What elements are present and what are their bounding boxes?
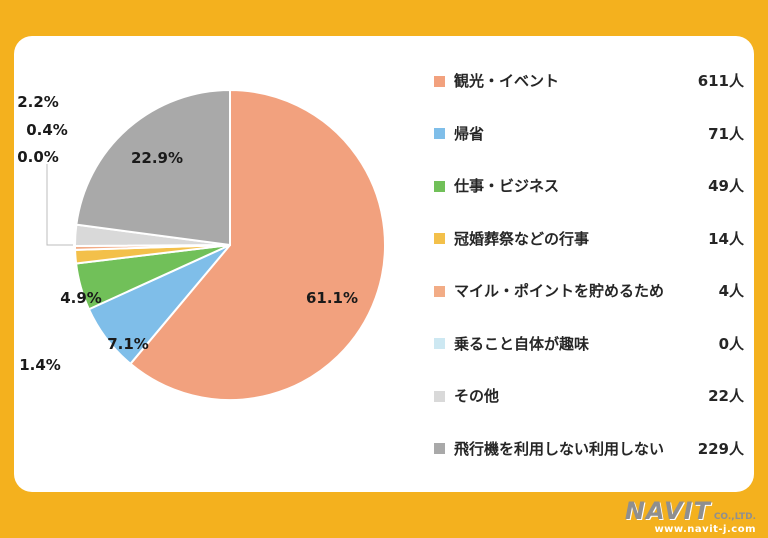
legend-label: 飛行機を利用しない利用しない xyxy=(454,439,665,458)
brand-line: NAVIT CO.,LTD. xyxy=(625,499,756,524)
legend-item-1: 帰省 71人 xyxy=(434,125,744,143)
percent-label-1: 7.1% xyxy=(107,335,149,353)
percent-label-6: 2.2% xyxy=(17,93,59,111)
legend-label: 冠婚葬祭などの行事 xyxy=(454,229,590,248)
navit-logo: NAVIT CO.,LTD. www.navit-j.com xyxy=(625,499,756,535)
legend-value: 14人 xyxy=(708,229,744,248)
legend-swatch-icon xyxy=(434,128,445,140)
legend-label: 仕事・ビジネス xyxy=(454,177,560,196)
legend-label: 帰省 xyxy=(454,124,485,143)
brand-url: www.navit-j.com xyxy=(654,523,756,535)
legend-value: 4人 xyxy=(718,282,744,301)
legend-swatch-icon xyxy=(434,75,445,87)
percent-label-4: 0.4% xyxy=(26,121,68,139)
legend-swatch-icon xyxy=(434,285,445,297)
legend: 観光・イベント 611人帰省 71人仕事・ビジネス 49人冠婚葬祭などの行事 14人マイ… xyxy=(434,72,744,458)
legend-label: 乗ること自体が趣味 xyxy=(454,334,590,353)
legend-item-4: マイル・ポイントを貯めるため 4人 xyxy=(434,282,744,300)
legend-label: マイル・ポイントを貯めるため xyxy=(454,282,665,301)
legend-item-3: 冠婚葬祭などの行事 14人 xyxy=(434,230,744,248)
legend-swatch-icon xyxy=(434,233,445,245)
percent-label-2: 4.9% xyxy=(60,289,102,307)
brand-suffix: CO.,LTD. xyxy=(713,512,756,523)
legend-item-6: その他 22人 xyxy=(434,387,744,405)
brand-name: NAVIT xyxy=(624,497,711,526)
legend-value: 71人 xyxy=(708,124,744,143)
percent-label-3: 1.4% xyxy=(19,356,61,374)
legend-swatch-icon xyxy=(434,338,445,350)
chart-panel: 61.1% 7.1% 4.9% 1.4% 0.4% 0.0% 2.2% 22.9% 観光・イベ… xyxy=(14,36,754,492)
legend-swatch-icon xyxy=(434,180,445,192)
legend-label: 観光・イベント xyxy=(454,72,560,90)
legend-item-5: 乗ること自体が趣味 0人 xyxy=(434,335,744,353)
legend-item-2: 仕事・ビジネス 49人 xyxy=(434,177,744,195)
legend-value: 0人 xyxy=(718,334,744,353)
pie-slice-7 xyxy=(75,89,231,246)
legend-value: 49人 xyxy=(708,177,744,196)
legend-item-0: 観光・イベント 611人 xyxy=(434,72,744,90)
pie-slice-0 xyxy=(129,89,386,401)
legend-value: 229人 xyxy=(697,439,744,458)
pie-chart: 61.1% 7.1% 4.9% 1.4% 0.4% 0.0% 2.2% 22.9% xyxy=(17,89,386,401)
legend-label: その他 xyxy=(454,387,500,406)
percent-label-7: 22.9% xyxy=(131,149,183,167)
legend-value: 611人 xyxy=(697,72,744,90)
percent-label-5: 0.0% xyxy=(17,148,59,166)
legend-swatch-icon xyxy=(434,390,445,402)
legend-value: 22人 xyxy=(708,387,744,406)
legend-item-7: 飛行機を利用しない利用しない 229人 xyxy=(434,440,744,458)
label-leader-line xyxy=(46,164,73,246)
percent-label-0: 61.1% xyxy=(306,289,358,307)
legend-swatch-icon xyxy=(434,443,445,455)
